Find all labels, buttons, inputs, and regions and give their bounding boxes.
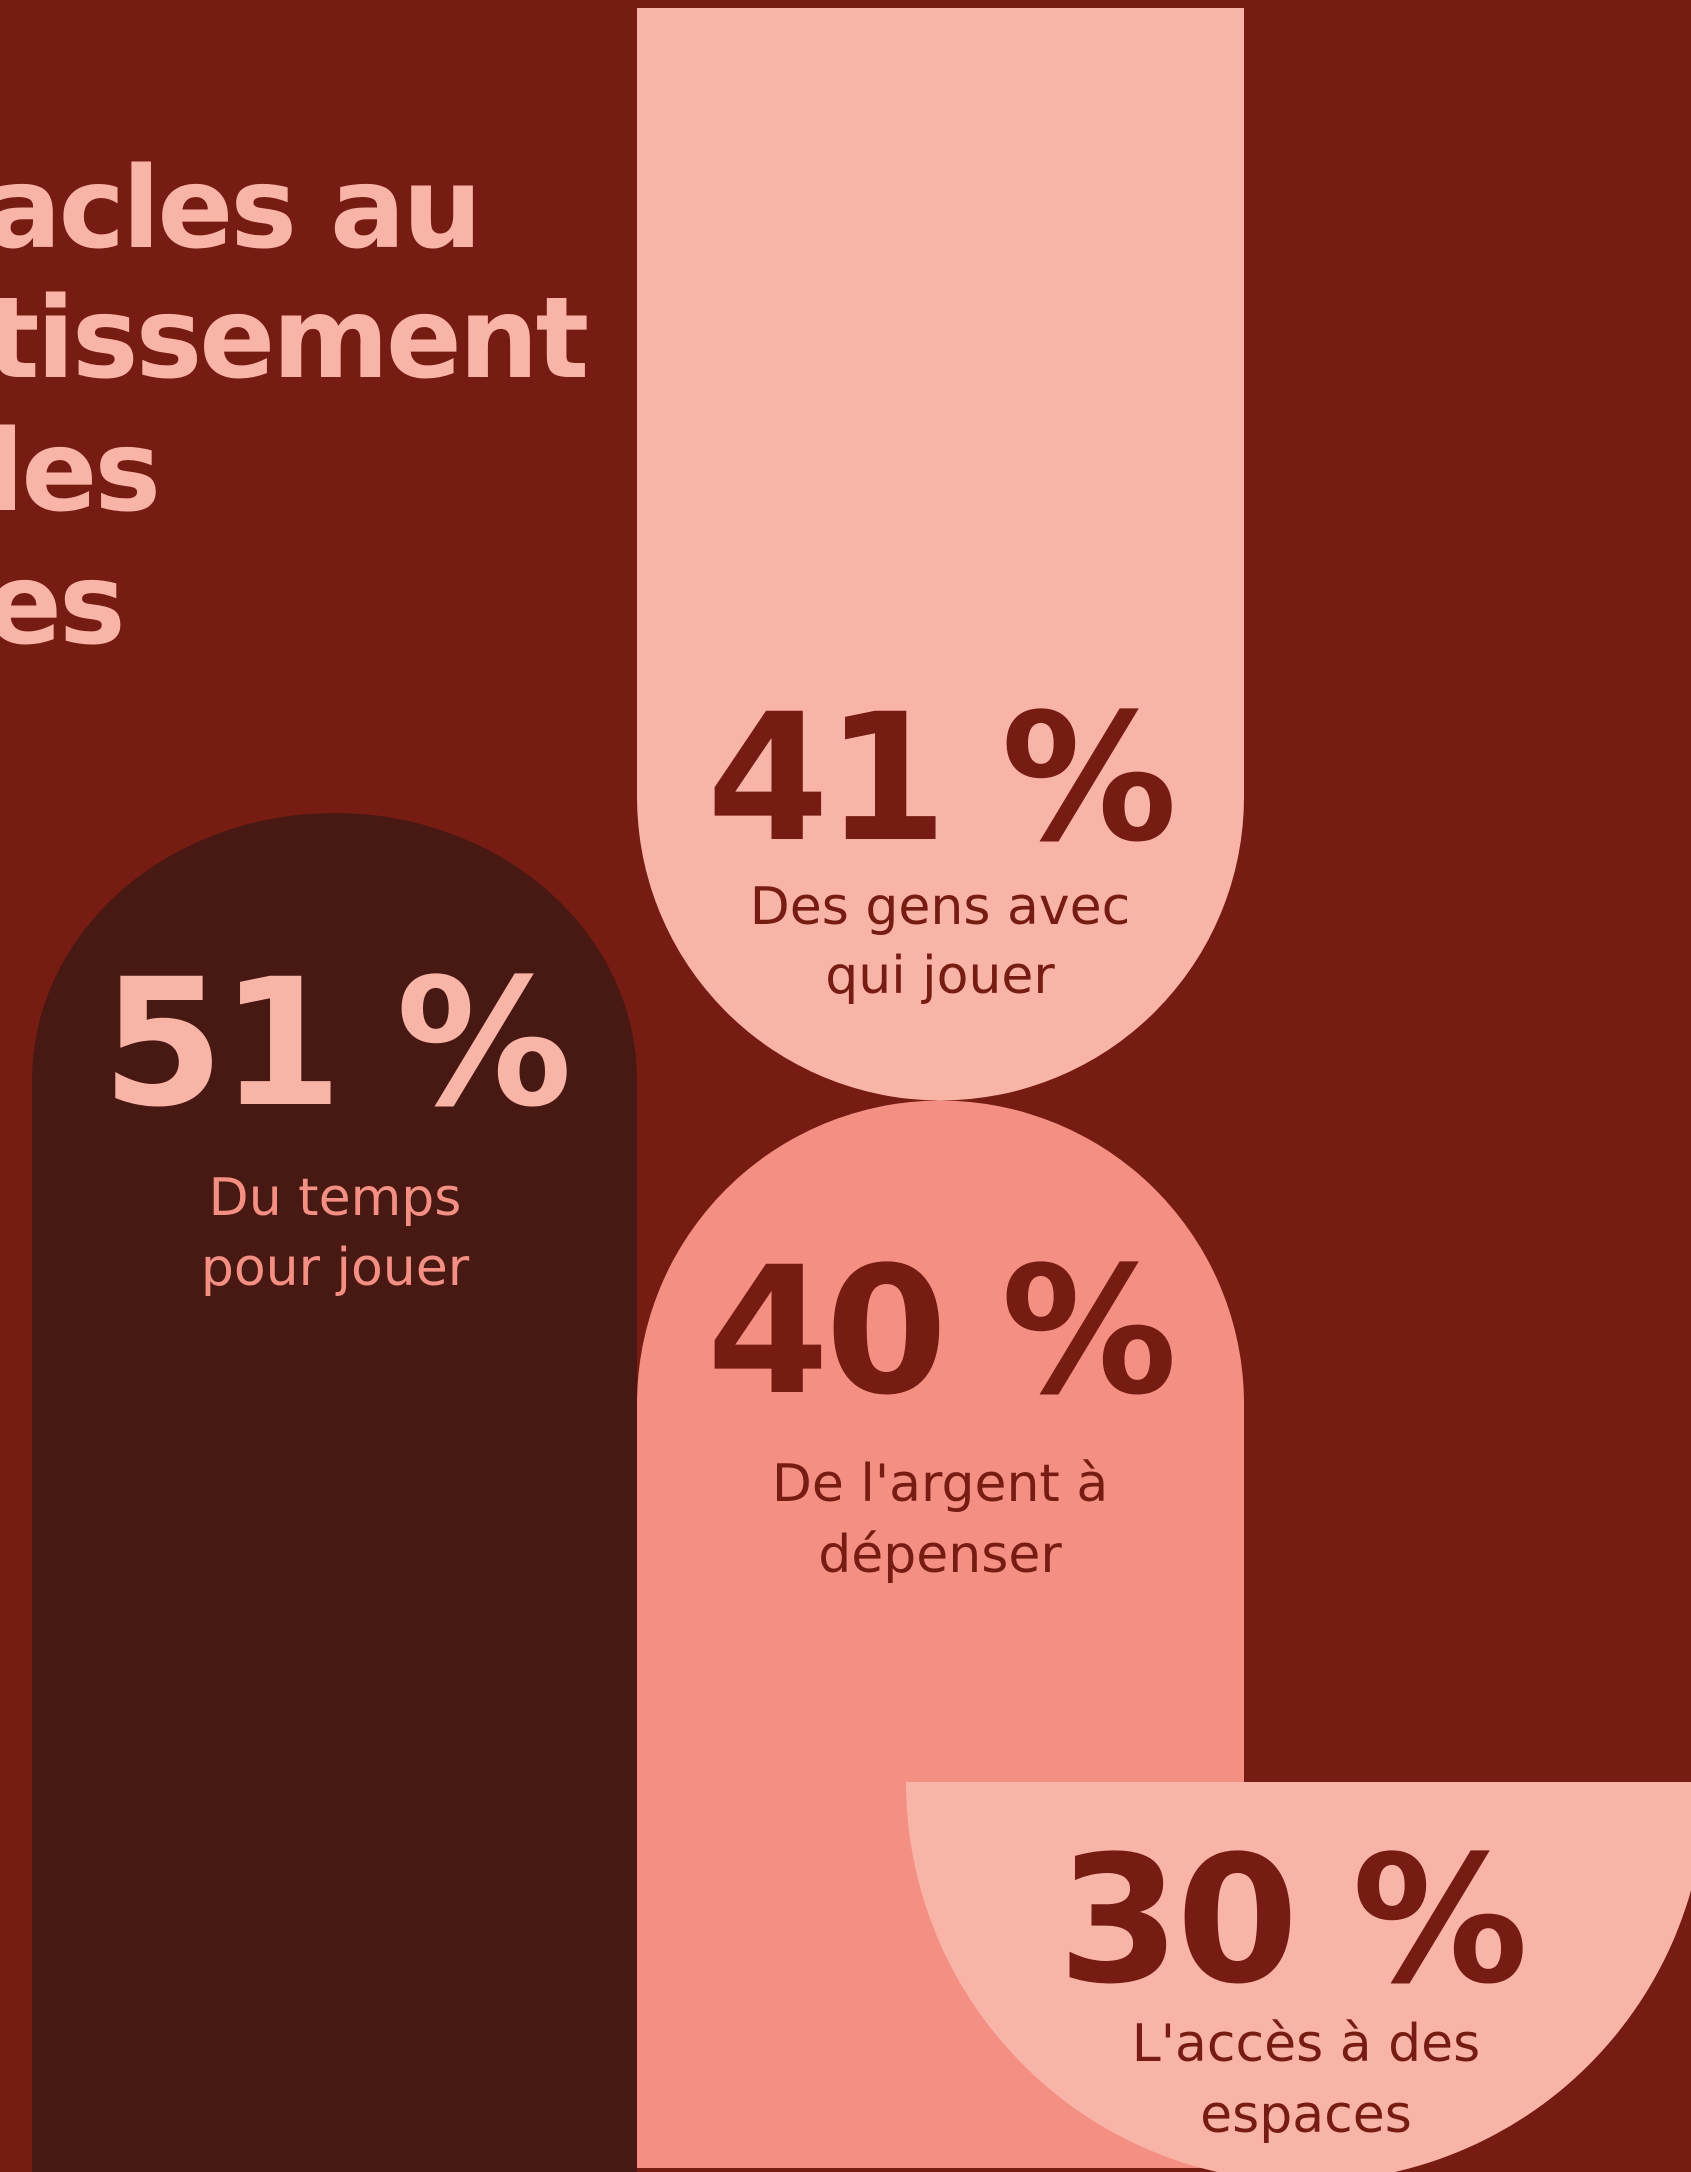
stat-label: Du temps bbox=[209, 1168, 462, 1228]
title-line: les bbox=[0, 407, 158, 537]
stat-label: De l'argent à bbox=[772, 1454, 1108, 1514]
title-line: es bbox=[0, 540, 123, 670]
stat-value: 51 % bbox=[102, 941, 569, 1146]
title: acles au tissement les es bbox=[0, 144, 590, 670]
stat-label: L'accès à des bbox=[1132, 2014, 1480, 2074]
stat-value: 41 % bbox=[707, 676, 1174, 881]
stat-label: espaces bbox=[1200, 2085, 1412, 2145]
stat-label: Des gens avec bbox=[750, 877, 1130, 937]
shape-pink bbox=[637, 8, 1244, 1101]
title-line: tissement bbox=[0, 274, 587, 404]
stat-value: 30 % bbox=[1058, 1818, 1525, 2023]
title-line: acles au bbox=[0, 144, 479, 274]
shape-dark bbox=[32, 813, 637, 2172]
stat-label: pour jouer bbox=[201, 1238, 470, 1298]
shape-light bbox=[906, 1782, 1691, 2172]
stat-label: dépenser bbox=[818, 1525, 1062, 1585]
stat-value: 40 % bbox=[707, 1229, 1174, 1434]
stat-label: qui jouer bbox=[825, 946, 1055, 1006]
